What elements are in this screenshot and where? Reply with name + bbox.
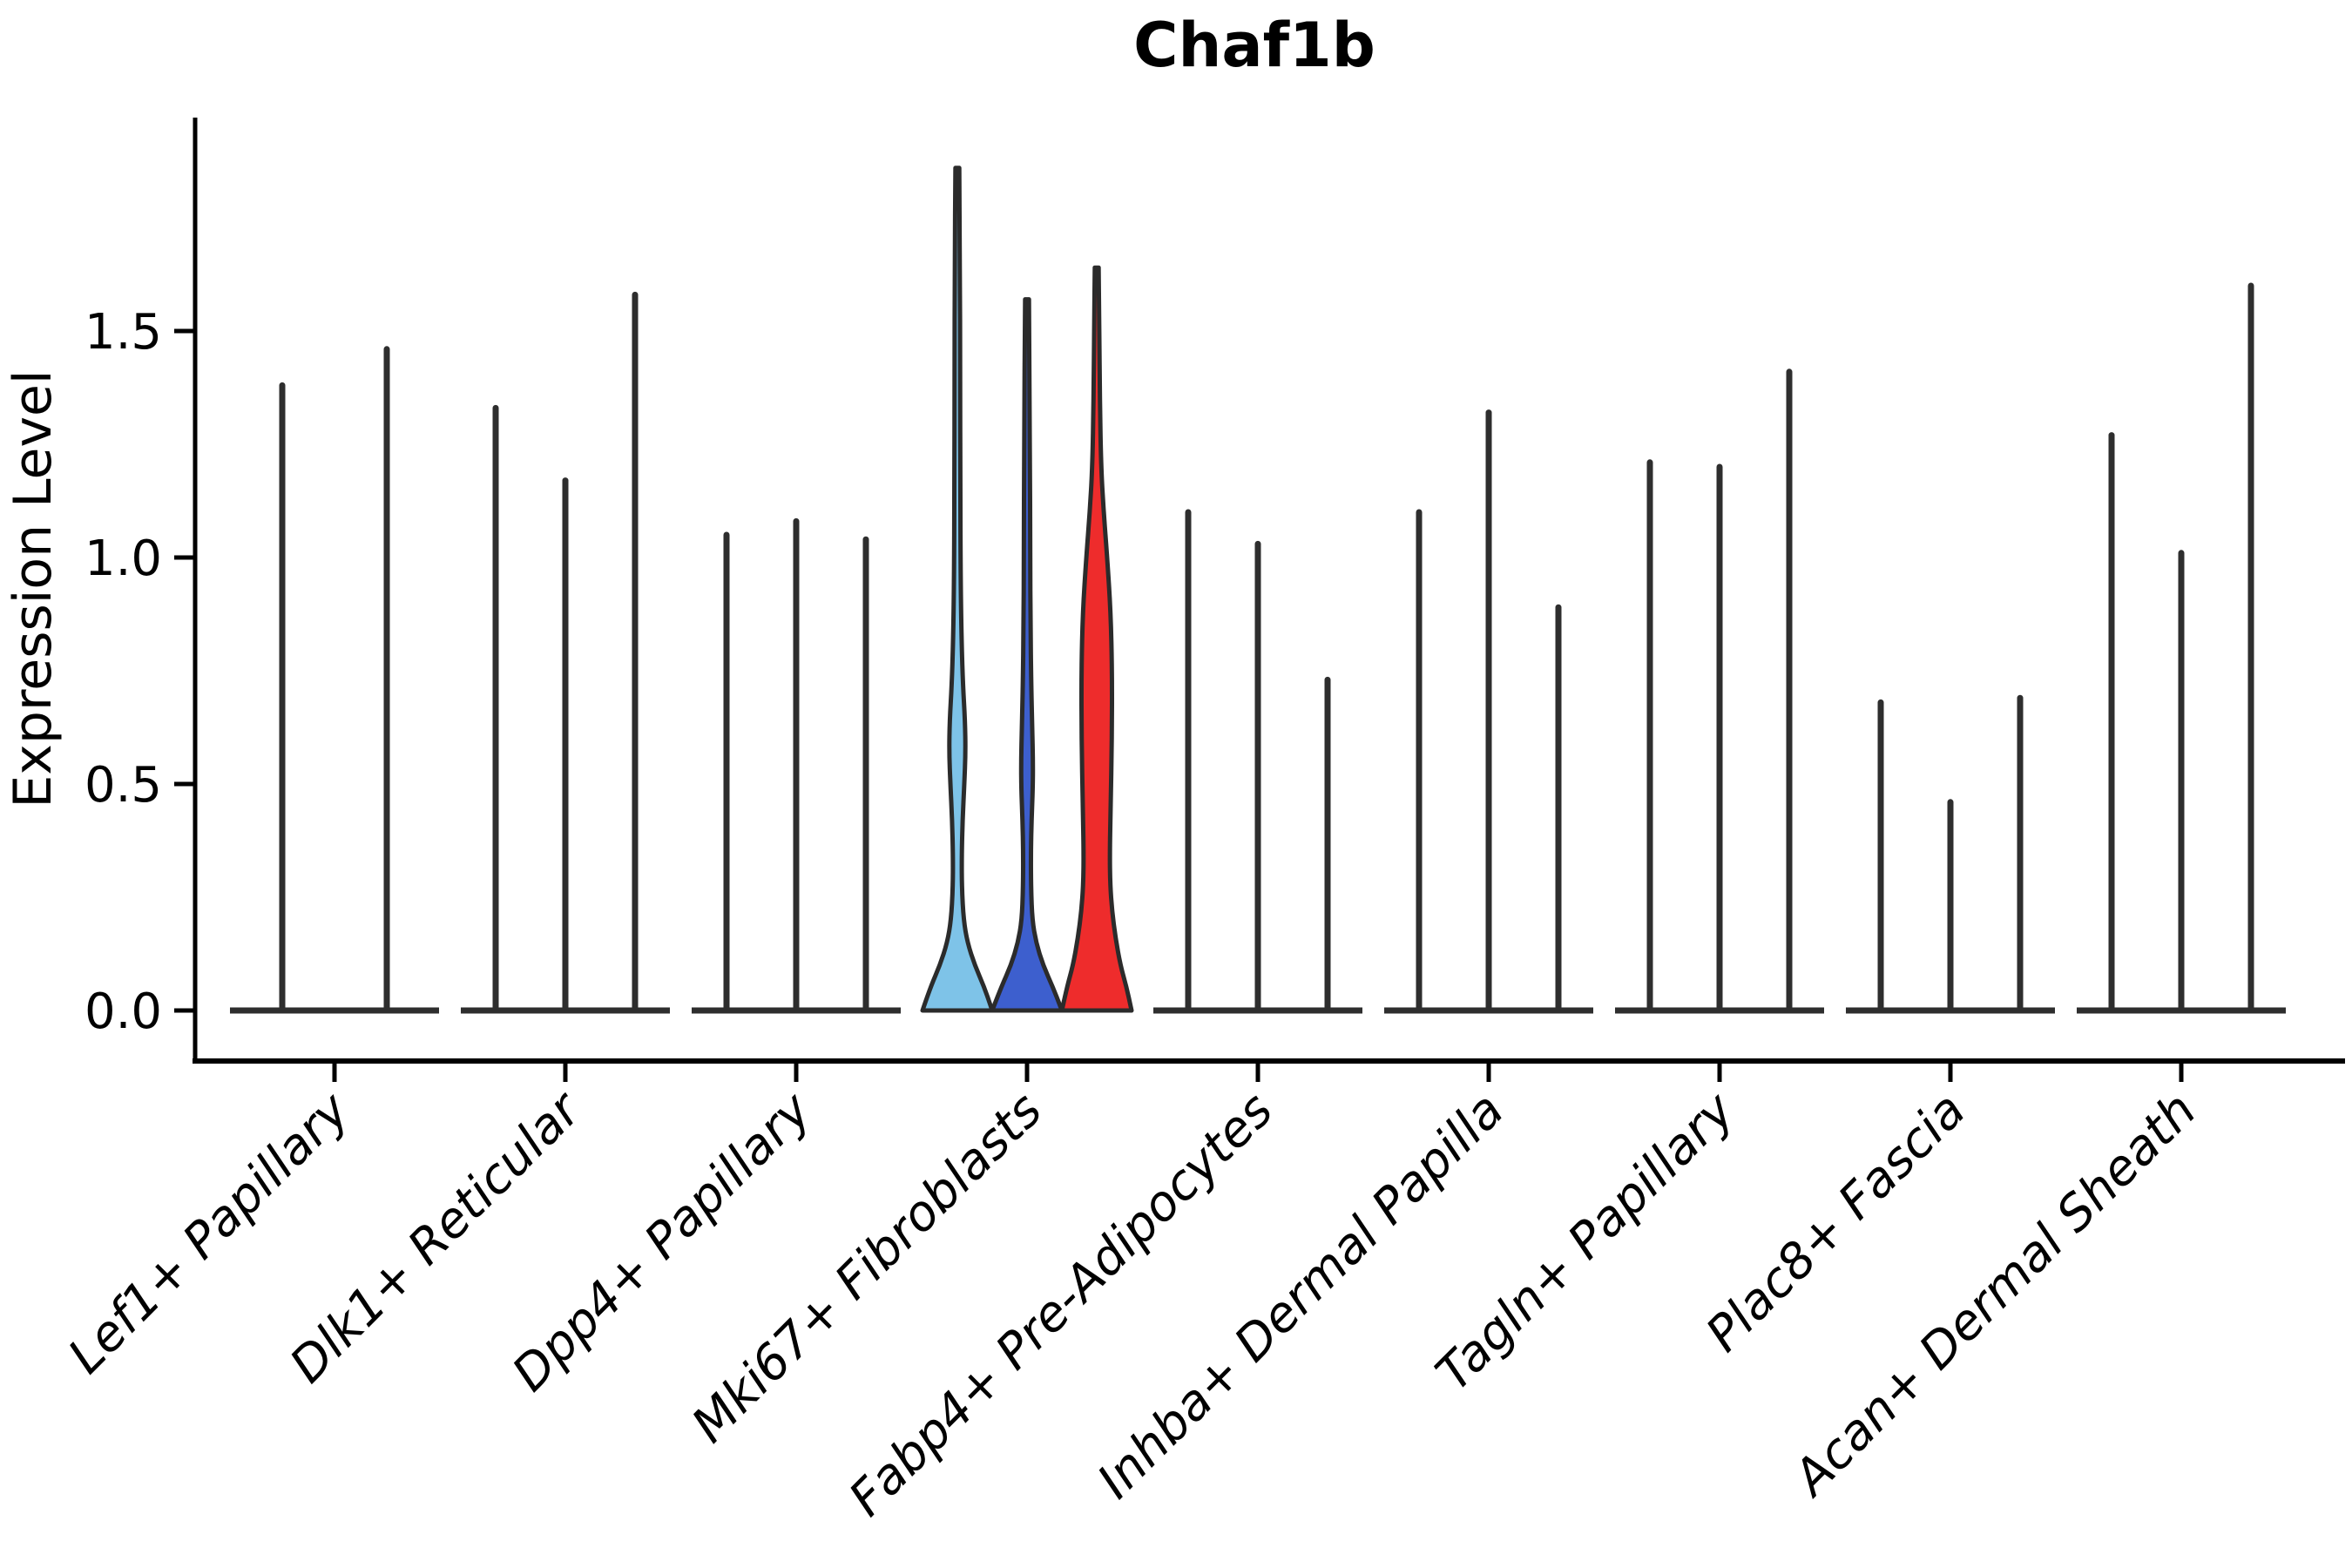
- x-tick-label: Inhba+ Dermal Papilla: [1087, 1082, 1515, 1510]
- y-tick-label: 1.5: [84, 304, 162, 361]
- x-tick-label: Acan+ Dermal Sheath: [1781, 1082, 2207, 1508]
- y-axis-title: Expression Level: [3, 369, 64, 808]
- violin-shape: [1059, 265, 1134, 1013]
- violin-shape: [990, 297, 1064, 1013]
- chart-title: Chaf1b: [1133, 10, 1375, 81]
- y-tick-label: 0.5: [84, 757, 162, 814]
- x-tick-label: Fabp4+ Pre-Adipocytes: [839, 1082, 1284, 1527]
- violin-shape: [920, 166, 995, 1013]
- y-tick-label: 1.0: [84, 531, 162, 587]
- y-tick-label: 0.0: [84, 983, 162, 1040]
